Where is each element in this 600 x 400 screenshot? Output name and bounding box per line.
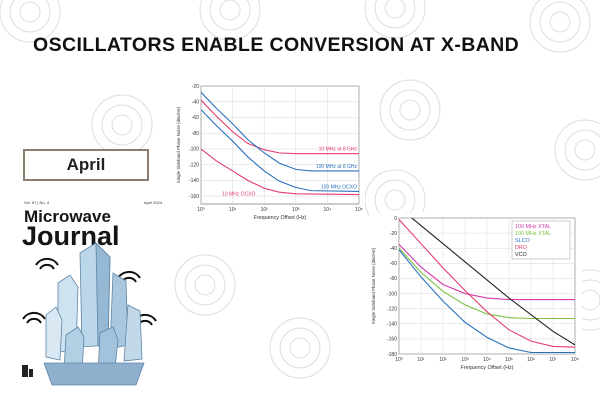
series-label-2: 100 MHz OCXO (321, 184, 357, 190)
x-tick-label: 10³ (292, 207, 300, 213)
series-label-0: 10 MHz at 8 GHz (319, 147, 358, 153)
headline: OSCILLATORS ENABLE CONVERSION AT X-BAND (33, 34, 520, 56)
ring-motif (554, 119, 600, 181)
series-line-2 (201, 109, 359, 192)
x-tick-label: 10⁴ (324, 207, 332, 213)
ring-motif (91, 94, 153, 156)
series-line-4 (410, 218, 575, 346)
x-tick-label: 10⁴ (483, 357, 491, 363)
series-line-0 (399, 244, 575, 301)
x-axis-label: Frequency Offset (Hz) (461, 365, 514, 371)
series-line-1 (399, 247, 575, 320)
cover-volume: Vol. 67 | No. 4 (24, 200, 50, 205)
series-line-1 (201, 91, 359, 172)
y-tick-label: -80 (390, 276, 397, 282)
x-tick-label: 10⁰ (197, 207, 205, 213)
ring-motif (199, 0, 261, 41)
legend-entry-4: VCO (515, 252, 527, 258)
x-tick-label: 10¹ (229, 207, 237, 213)
y-tick-label: -120 (387, 306, 397, 312)
y-tick-label: -100 (387, 291, 397, 297)
y-tick-label: -40 (390, 246, 397, 252)
y-axis-label: Single Sideband Phase Noise (dBc/Hz) (176, 106, 181, 183)
ring-motif (0, 0, 61, 43)
series-label-3: 10 MHz OCXO (222, 192, 255, 198)
y-tick-label: -80 (192, 131, 199, 137)
series-line-2 (399, 249, 575, 354)
ring-motif (269, 317, 331, 379)
series-line-3 (201, 148, 359, 196)
y-tick-label: -40 (192, 99, 199, 105)
x-axis-label: Frequency Offset (Hz) (254, 215, 307, 221)
x-tick-label: 10¹ (417, 357, 425, 363)
legend-entry-0: 100 MHz XTAL (515, 224, 551, 230)
month-label: April (23, 149, 149, 181)
y-tick-label: -20 (390, 231, 397, 237)
y-tick-label: -20 (192, 84, 199, 90)
ring-motif (364, 0, 426, 39)
y-tick-label: -180 (387, 352, 397, 358)
legend-entry-3: DRO (515, 245, 527, 251)
series-line-3 (399, 219, 575, 348)
y-tick-label: -160 (387, 337, 397, 343)
x-tick-label: 10⁸ (571, 357, 579, 363)
y-tick-label: -60 (192, 115, 199, 121)
cover-date: April 2024 (144, 200, 163, 205)
publisher-logo (22, 365, 33, 377)
series-label-1: 100 MHz at 8 GHz (316, 164, 358, 170)
ring-motif (379, 79, 441, 141)
x-tick-label: 10⁶ (527, 357, 535, 363)
wireless-signal-icon (35, 258, 59, 270)
magazine-cover: Vol. 67 | No. 4 April 2024 Microwave Jou… (18, 195, 168, 395)
x-tick-label: 10⁰ (395, 357, 403, 363)
y-tick-label: -140 (189, 178, 199, 184)
x-tick-label: 10⁵ (505, 357, 513, 363)
plot-area (200, 85, 360, 205)
y-tick-label: -120 (189, 162, 199, 168)
legend-box (511, 220, 571, 260)
cover-title-line1: Microwave (24, 207, 111, 226)
y-tick-label: 0 (394, 216, 397, 222)
y-axis-label: Single Sideband Phase Noise (dBc/Hz) (371, 247, 376, 324)
crystal-cluster-illustration (43, 242, 145, 386)
y-tick-label: -100 (189, 147, 199, 153)
legend-entry-2: SLCO (515, 238, 530, 244)
y-tick-label: -160 (189, 194, 199, 200)
ring-motif (174, 254, 236, 316)
ring-motif (529, 0, 591, 53)
y-tick-label: -140 (387, 322, 397, 328)
x-tick-label: 10³ (461, 357, 469, 363)
x-tick-label: 10² (439, 357, 447, 363)
phase-noise-chart-top: -20 -40 -60 -80 -100 -120 -140 -160 10⁰ 10¹ 10² 10³… (175, 80, 365, 228)
y-tick-label: -60 (390, 261, 397, 267)
cover-title-line2: Journal (22, 221, 120, 251)
x-tick-label: 10² (261, 207, 269, 213)
x-tick-label: 10⁵ (355, 207, 363, 213)
legend-entry-1: 100 MHz XTAL (515, 231, 551, 237)
wireless-signal-icon (22, 312, 46, 324)
x-tick-label: 10⁷ (549, 357, 557, 363)
